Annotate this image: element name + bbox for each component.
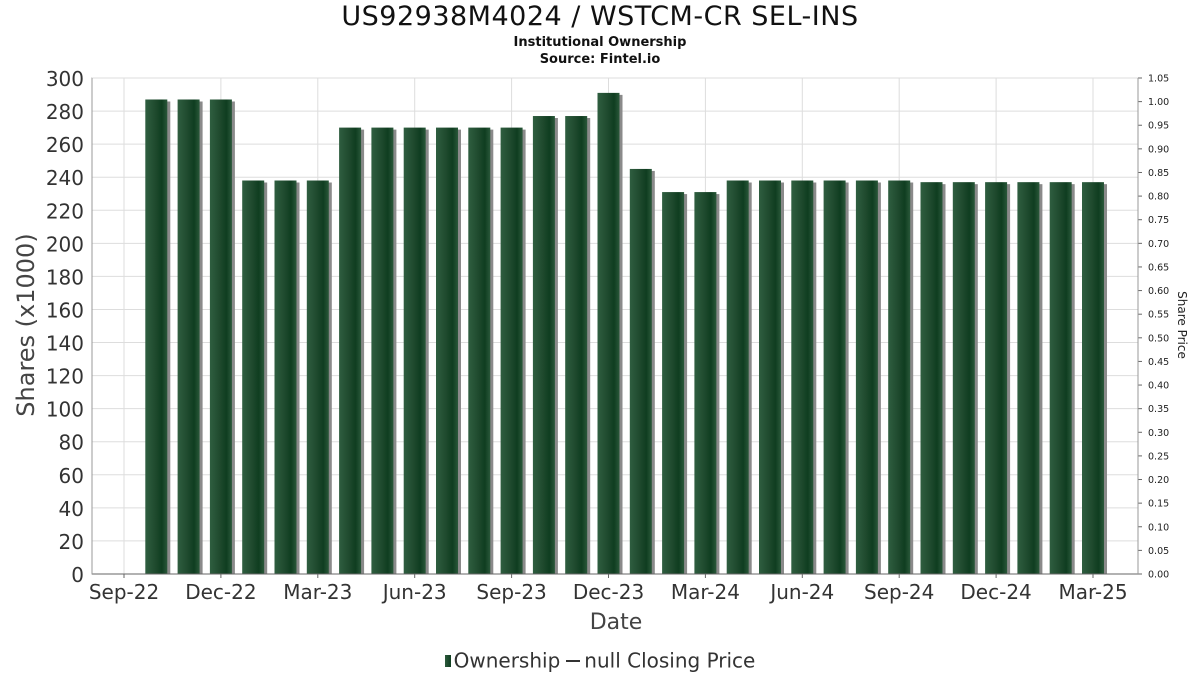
- y2-tick-label: 0.70: [1148, 239, 1169, 250]
- y2-tick-label: 0.75: [1148, 215, 1169, 226]
- y2-tick-label: 0.55: [1148, 310, 1169, 321]
- y-tick-label: 200: [46, 232, 84, 256]
- ownership-bar: [597, 92, 620, 574]
- ownership-bar: [662, 192, 685, 574]
- y-tick-label: 100: [46, 398, 84, 422]
- price-legend-line: [566, 659, 581, 662]
- ownership-bar: [726, 180, 749, 575]
- ownership-bar: [920, 182, 943, 574]
- legend: Ownership null Closing Price: [0, 647, 1200, 673]
- ownership-legend-swatch: [444, 654, 451, 667]
- y2-tick-label: 0.80: [1148, 192, 1169, 203]
- y-tick-label: 140: [46, 332, 84, 356]
- ownership-bar: [371, 127, 394, 574]
- ownership-bar: [888, 180, 911, 575]
- ownership-bar: [145, 99, 168, 574]
- y2-tick-label: 1.00: [1148, 97, 1169, 108]
- ownership-bar: [532, 116, 555, 574]
- ownership-bar: [985, 182, 1008, 574]
- y-tick-label: 260: [46, 133, 84, 157]
- y-tick-label: 180: [46, 265, 84, 289]
- ownership-bar: [694, 192, 717, 574]
- x-tick-label: Dec-22: [185, 580, 256, 604]
- x-tick-label: Mar-25: [1058, 580, 1127, 604]
- y2-tick-label: 0.00: [1148, 570, 1169, 581]
- ownership-bar: [274, 180, 297, 575]
- y2-tick-label: 0.10: [1148, 522, 1169, 533]
- x-tick-label: Dec-24: [960, 580, 1031, 604]
- y-tick-label: 240: [46, 166, 84, 190]
- ownership-bar: [629, 168, 652, 574]
- y-tick-label: 300: [46, 67, 84, 91]
- chart-title: US92938M4024 / WSTCM-CR SEL-INS: [341, 1, 859, 32]
- bars: [145, 92, 1107, 575]
- x-axis-label: Date: [590, 610, 643, 635]
- y2-tick-label: 0.20: [1148, 475, 1169, 486]
- x-tick-label: Mar-24: [671, 580, 740, 604]
- y-tick-label: 160: [46, 298, 84, 322]
- y2-tick-label: 0.90: [1148, 144, 1169, 155]
- y2-tick-label: 0.30: [1148, 428, 1169, 439]
- ownership-bar: [242, 180, 265, 575]
- ownership-chart: 0 20 40 60 80 100 120 140 160 180 200 220 240 260 280 3…: [12, 67, 1189, 635]
- ownership-bar: [177, 99, 200, 574]
- x-tick-label: Jun-23: [381, 580, 447, 604]
- y-tick-label: 120: [46, 365, 84, 389]
- y2-tick-label: 0.35: [1148, 404, 1169, 415]
- y-tick-label: 280: [46, 100, 84, 124]
- x-tick-label: Sep-23: [476, 580, 546, 604]
- x-tick-label: Jun-24: [768, 580, 834, 604]
- ownership-bar: [306, 180, 329, 575]
- y-tick-label: 220: [46, 199, 84, 223]
- y2-tick-label: 0.25: [1148, 451, 1169, 462]
- ownership-bar: [209, 99, 232, 574]
- chart-subtitle: Institutional Ownership: [513, 35, 687, 50]
- x-tick-label: Dec-23: [573, 580, 644, 604]
- y-tick-label: 80: [59, 431, 84, 455]
- y2-tick-label: 0.85: [1148, 168, 1169, 179]
- y2-tick-label: 0.40: [1148, 381, 1169, 392]
- ownership-bar: [952, 182, 975, 574]
- ownership-bar: [403, 127, 426, 574]
- y2-tick-label: 0.95: [1148, 121, 1169, 132]
- ownership-bar: [1082, 182, 1104, 574]
- ownership-bar: [468, 127, 491, 574]
- legend-price-label: null Closing Price: [584, 648, 756, 673]
- y-tick-label: 20: [59, 530, 84, 554]
- y-tick-label: 0: [71, 563, 84, 587]
- y-axis-label: Shares (x1000): [12, 233, 40, 416]
- y2-tick-label: 0.60: [1148, 286, 1169, 297]
- x-tick-label: Mar-23: [283, 580, 352, 604]
- x-tick-label: Sep-22: [89, 580, 159, 604]
- ownership-bar: [791, 180, 814, 575]
- axes: 0 20 40 60 80 100 120 140 160 180 200 220 240 260 280 3…: [46, 67, 1169, 604]
- y2-tick-label: 0.15: [1148, 499, 1169, 510]
- ownership-bar: [759, 180, 781, 575]
- ownership-bar: [339, 127, 362, 574]
- chart-source: Source: Fintel.io: [539, 52, 661, 67]
- y2-axis-label: Share Price: [1175, 291, 1189, 359]
- ownership-bar: [565, 116, 588, 574]
- ownership-bar: [1017, 182, 1040, 574]
- y-tick-label: 40: [59, 497, 84, 521]
- ownership-bar: [436, 127, 458, 574]
- legend-ownership-label: Ownership: [453, 648, 561, 673]
- ownership-bar: [500, 127, 523, 574]
- y2-tick-label: 0.05: [1148, 546, 1169, 557]
- y2-tick-label: 0.50: [1148, 333, 1169, 344]
- y-tick-label: 60: [59, 464, 84, 488]
- y2-tick-label: 0.45: [1148, 357, 1169, 368]
- x-tick-label: Sep-24: [864, 580, 934, 604]
- ownership-bar: [855, 180, 878, 575]
- y2-tick-label: 1.05: [1148, 74, 1169, 85]
- y2-tick-label: 0.65: [1148, 262, 1169, 273]
- ownership-bar: [823, 180, 846, 575]
- ownership-bar: [1049, 182, 1072, 574]
